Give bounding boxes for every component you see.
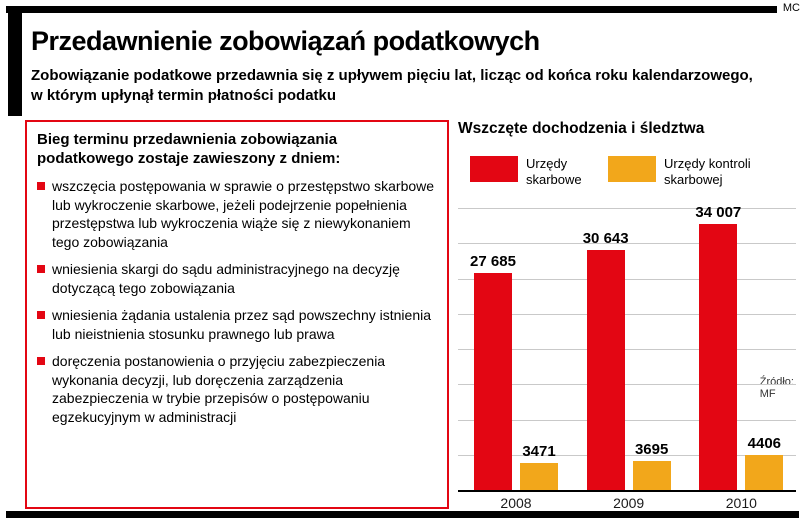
info-item-text: doręczenia postanowienia o przyjęciu zab… <box>52 353 386 425</box>
gridline <box>458 279 796 280</box>
gridline <box>458 314 796 315</box>
bullet-square-icon <box>37 182 45 190</box>
info-list-item: wniesienia żądania ustalenia przez sąd p… <box>37 306 437 343</box>
chart-plot: Źródło: MF 27 685 3471 2008 30 643 3695 2009 3… <box>458 204 796 511</box>
bullet-square-icon <box>37 357 45 365</box>
legend-entry: Urzędy kontroli skarbowej <box>608 156 784 188</box>
bar-value-label: 34 007 <box>695 204 742 221</box>
chart-legend: Urzędy skarbowe Urzędy kontroli skarbowej <box>458 156 796 202</box>
gridline <box>458 384 796 385</box>
chart-title: Wszczęte dochodzenia i śledztwa <box>458 120 705 137</box>
legend-label: Urzędy kontroli skarbowej <box>664 156 751 187</box>
page-title: Przedawnienie zobowiązań podatkowych <box>31 26 540 56</box>
gridline <box>458 420 796 421</box>
gridline <box>458 208 796 209</box>
legend-swatch-icon <box>470 156 518 182</box>
gridline <box>458 455 796 456</box>
chart-source: Źródło: MF <box>759 376 794 400</box>
info-list-item: doręczenia postanowienia o przyjęciu zab… <box>37 352 437 426</box>
bar-value-label: 27 685 <box>470 253 516 270</box>
suspension-info-box: Bieg terminu przedawnienia zobowiązania … <box>25 120 449 509</box>
chart-bar-urzedy-kontroli-2010 <box>745 455 784 490</box>
bar-value-label: 3471 <box>522 443 556 460</box>
chart-bar-urzedy-kontroli-2008 <box>520 463 558 490</box>
top-black-bar <box>6 6 777 13</box>
bullet-square-icon <box>37 265 45 273</box>
info-list-item: wszczęcia postępowania w sprawie o przes… <box>37 177 437 251</box>
legend-swatch-icon <box>608 156 656 182</box>
legend-label: Urzędy skarbowe <box>526 156 582 187</box>
left-accent-bar <box>8 13 22 116</box>
chart-bar-urzedy-kontroli-2009 <box>632 461 671 490</box>
x-axis-label: 2009 <box>613 495 645 511</box>
legend-entry: Urzędy skarbowe <box>470 156 604 188</box>
x-axis-label: 2008 <box>500 495 532 511</box>
info-list-item: wniesienia skargi do sądu administracyjn… <box>37 260 437 297</box>
bar-value-label: 3695 <box>634 441 669 458</box>
info-item-text: wniesienia skargi do sądu administracyjn… <box>52 261 400 296</box>
chart-bar-urzedy-skarbowe-2010 <box>699 224 738 490</box>
info-box-heading: Bieg terminu przedawnienia zobowiązania … <box>37 131 341 167</box>
gridline <box>458 243 796 244</box>
credit-initials: MC <box>782 2 800 14</box>
info-list: wszczęcia postępowania w sprawie o przes… <box>37 177 437 426</box>
chart-bar-urzedy-skarbowe-2009 <box>586 250 625 490</box>
info-item-text: wszczęcia postępowania w sprawie o przes… <box>52 178 435 250</box>
bar-value-label: 4406 <box>747 435 782 452</box>
bar-value-label: 30 643 <box>582 230 629 247</box>
chart-bar-urzedy-skarbowe-2008 <box>474 273 512 490</box>
bottom-black-bar <box>6 511 799 518</box>
page-subtitle: Zobowiązanie podatkowe przedawnia się z … <box>31 67 753 104</box>
gridline <box>458 349 796 350</box>
info-item-text: wniesienia żądania ustalenia przez sąd p… <box>52 307 432 342</box>
chart-panel: Wszczęte dochodzenia i śledztwa Urzędy s… <box>458 120 796 514</box>
x-axis-label: 2010 <box>725 495 757 511</box>
bullet-square-icon <box>37 311 45 319</box>
